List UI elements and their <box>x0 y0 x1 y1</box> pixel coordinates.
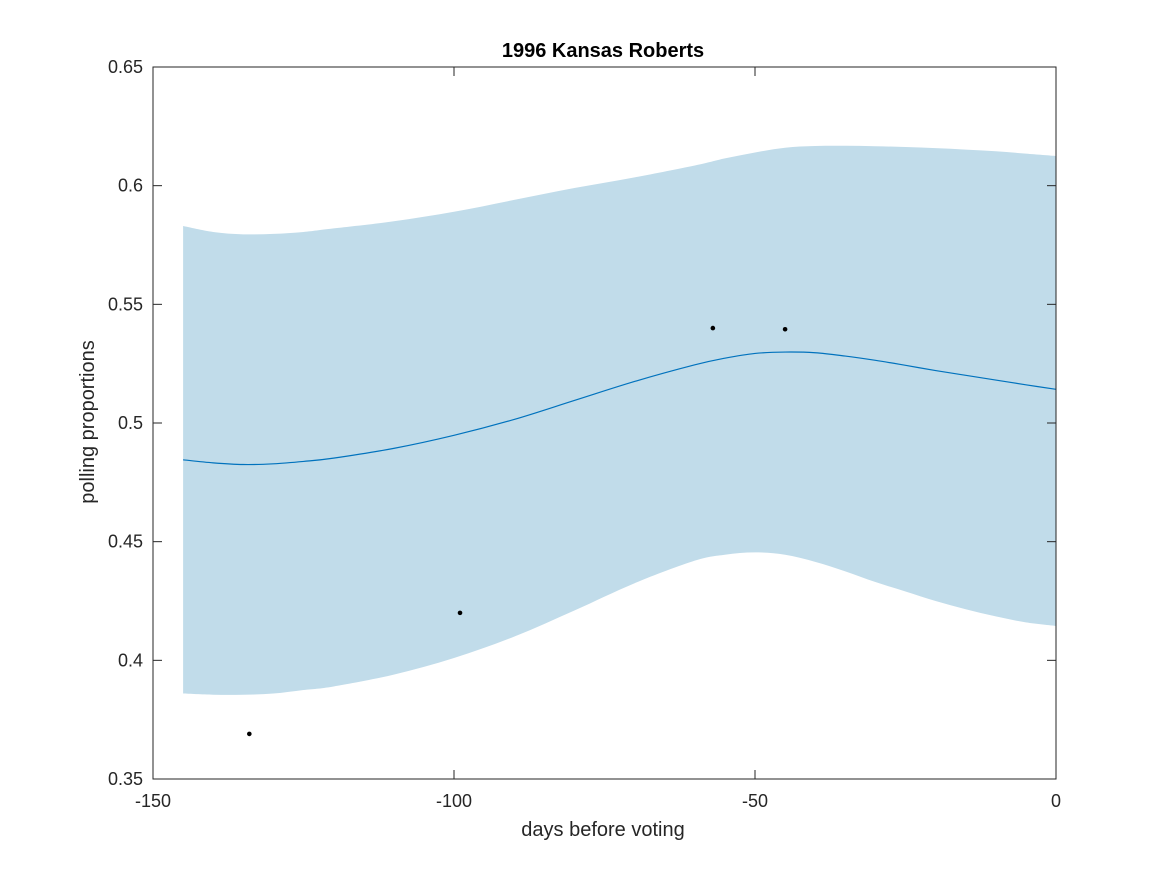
x-tick-label: -50 <box>742 791 768 811</box>
x-tick-label: -100 <box>436 791 472 811</box>
x-tick-label: -150 <box>135 791 171 811</box>
y-tick-label: 0.35 <box>108 769 143 789</box>
x-axis-label: days before voting <box>521 819 684 841</box>
y-tick-label: 0.65 <box>108 57 143 77</box>
y-tick-label: 0.5 <box>118 413 143 433</box>
axes: -150 -100 -50 0 0.35 0.4 0.45 0.5 0.55 0.6 0.65 <box>108 57 1061 811</box>
x-tick-label: 0 <box>1051 791 1061 811</box>
poll-point <box>710 325 716 331</box>
y-axis-label: polling proportions <box>77 340 99 503</box>
poll-point <box>457 610 463 616</box>
y-tick-label: 0.55 <box>108 294 143 314</box>
y-tick-label: 0.6 <box>118 176 143 196</box>
y-tick-label: 0.45 <box>108 532 143 552</box>
confidence-band <box>183 145 1057 695</box>
chart-title: 1996 Kansas Roberts <box>502 40 704 62</box>
mean-line <box>183 351 1057 466</box>
poll-point <box>782 326 788 332</box>
plot-area <box>183 145 1057 737</box>
poll-point <box>247 731 252 737</box>
y-tick-label: 0.4 <box>118 650 143 670</box>
